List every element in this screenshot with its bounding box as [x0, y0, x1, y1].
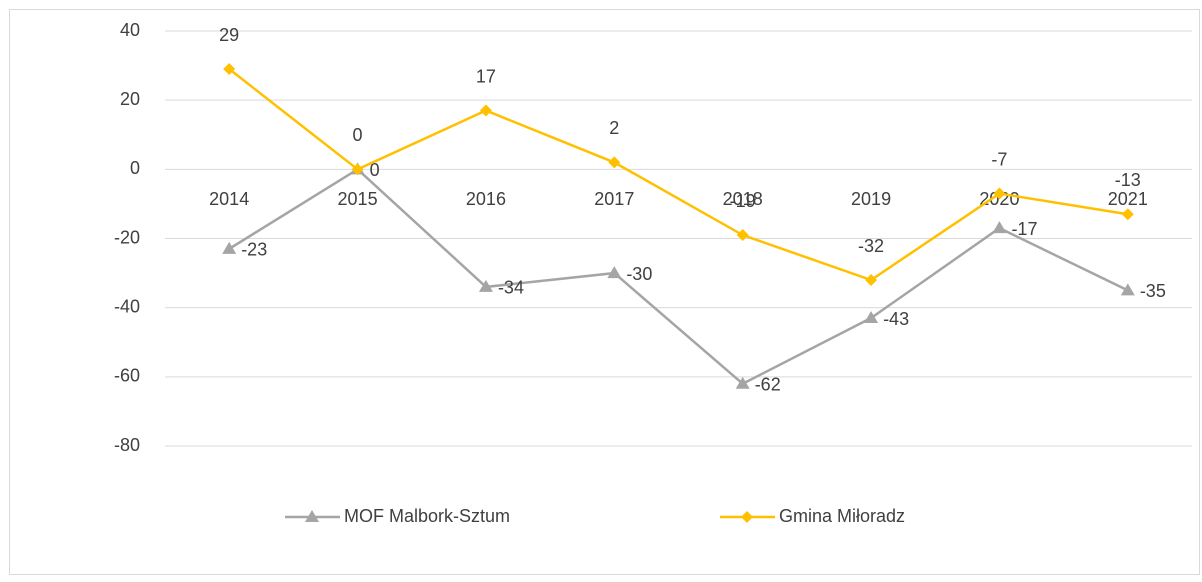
- data-point: [607, 266, 622, 279]
- x-tick-label: 2016: [466, 189, 506, 209]
- legend-marker: [741, 511, 753, 523]
- data-point: [351, 163, 364, 176]
- data-label: -62: [755, 375, 781, 395]
- legend-marker: [305, 510, 319, 522]
- data-point: [992, 221, 1007, 234]
- data-label: 2: [609, 118, 619, 138]
- data-label: -19: [730, 191, 756, 211]
- y-tick-label: -60: [114, 366, 140, 386]
- series-line: [228, 167, 1129, 386]
- x-tick-label: 2014: [209, 189, 249, 209]
- legend-label: Gmina Miłoradz: [779, 506, 905, 526]
- data-label: -35: [1140, 281, 1166, 301]
- data-label: -32: [858, 236, 884, 256]
- data-label: -34: [498, 278, 524, 298]
- data-point: [865, 274, 878, 286]
- data-point: [478, 279, 493, 292]
- y-tick-label: -40: [114, 296, 140, 316]
- chart-frame: [9, 9, 1200, 575]
- data-point: [222, 241, 237, 254]
- data-label: 0: [353, 125, 363, 145]
- data-point: [993, 187, 1006, 200]
- data-label: -23: [241, 240, 267, 260]
- series-line: [228, 68, 1129, 282]
- y-tick-label: 20: [120, 89, 140, 109]
- data-point: [736, 229, 749, 242]
- data-point: [479, 104, 492, 117]
- data-label: -13: [1115, 170, 1141, 190]
- data-label: -7: [991, 149, 1007, 169]
- data-point: [1121, 208, 1134, 221]
- data-point: [223, 63, 236, 76]
- data-point: [735, 376, 750, 389]
- x-tick-label: 2015: [338, 189, 378, 209]
- x-tick-label: 2018: [723, 189, 763, 209]
- y-tick-label: -80: [114, 435, 140, 455]
- y-tick-label: 0: [130, 158, 140, 178]
- y-tick-label: -20: [114, 227, 140, 247]
- data-label: -43: [883, 309, 909, 329]
- x-tick-label: 2017: [594, 189, 634, 209]
- data-point: [864, 311, 879, 324]
- y-tick-label: 40: [120, 20, 140, 40]
- data-label: -17: [1011, 219, 1037, 239]
- data-label: 0: [370, 160, 380, 180]
- data-point: [1120, 283, 1135, 296]
- x-tick-label: 2021: [1108, 189, 1148, 209]
- data-label: 29: [219, 25, 239, 45]
- x-tick-label: 2019: [851, 189, 891, 209]
- data-point: [608, 156, 621, 169]
- data-label: -30: [626, 264, 652, 284]
- data-label: 17: [476, 66, 496, 86]
- legend-label: MOF Malbork-Sztum: [344, 506, 510, 526]
